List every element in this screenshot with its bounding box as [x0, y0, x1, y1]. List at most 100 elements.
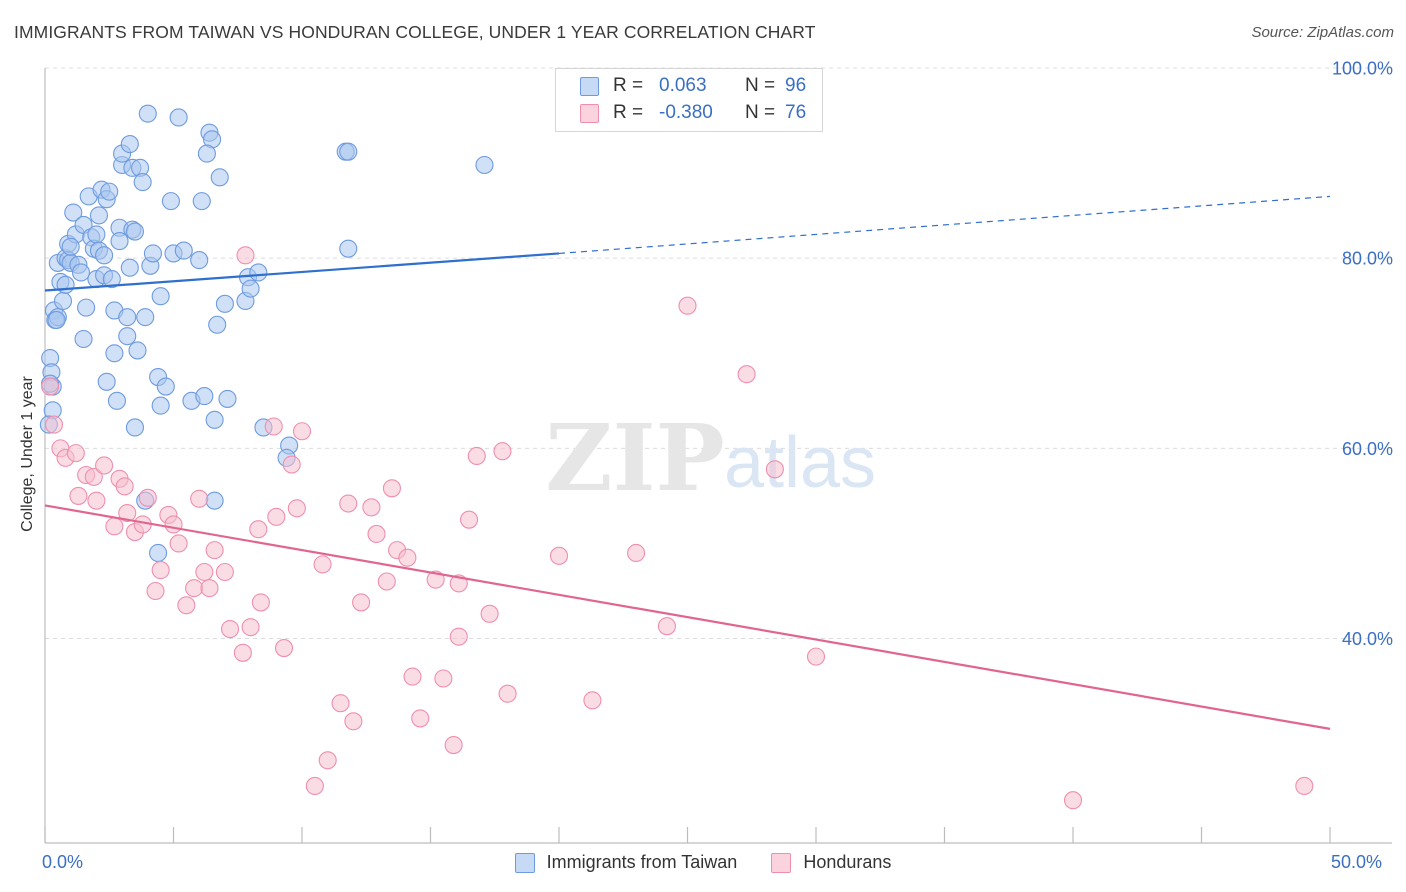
taiwan-point — [475, 155, 494, 175]
honduran-point — [292, 422, 312, 441]
honduran-point — [318, 751, 337, 770]
chart-title: IMMIGRANTS FROM TAIWAN VS HONDURAN COLLE… — [14, 22, 816, 42]
taiwan-point — [128, 341, 147, 360]
honduran-point — [115, 477, 134, 496]
honduran-point — [426, 570, 445, 589]
honduran-point — [146, 581, 165, 601]
grid-lines — [45, 67, 1392, 640]
honduran-point — [657, 617, 676, 636]
legend-label-hondurans: Hondurans — [803, 852, 892, 872]
honduran-point — [493, 442, 512, 461]
honduran-point — [195, 562, 214, 582]
watermark-atlas: atlas — [724, 423, 876, 503]
y-tick-label: 60.0% — [1342, 439, 1393, 459]
taiwan-point — [87, 225, 106, 244]
trend-lines — [44, 195, 1331, 730]
taiwan-point — [195, 387, 214, 406]
honduran-point — [449, 627, 468, 646]
taiwan-point — [210, 168, 229, 187]
r-label: R = — [613, 75, 644, 96]
honduran-point — [398, 548, 417, 567]
taiwan-point — [249, 263, 268, 282]
x-tick-min: 0.0% — [42, 852, 84, 872]
honduran-point — [251, 593, 270, 612]
taiwan-point — [339, 142, 358, 161]
honduran-point — [105, 517, 124, 536]
n-label: N = — [745, 75, 776, 96]
legend-item-taiwan: Immigrants from Taiwan — [514, 852, 738, 873]
taiwan-point — [110, 232, 129, 251]
honduran-point — [215, 562, 234, 582]
legend-swatch-pink — [771, 852, 792, 873]
honduran-point — [185, 579, 204, 598]
taiwan-point — [47, 310, 66, 330]
honduran-trend-line — [44, 504, 1331, 730]
y-tick-label: 100.0% — [1332, 59, 1393, 79]
taiwan-point — [151, 396, 170, 415]
taiwan-point — [71, 263, 91, 282]
honduran-point — [138, 488, 157, 507]
honduran-point — [678, 296, 697, 315]
honduran-point — [66, 444, 85, 463]
y-tick-label: 40.0% — [1342, 629, 1393, 649]
taiwan-point — [169, 108, 188, 127]
legend-label-taiwan: Immigrants from Taiwan — [546, 852, 738, 872]
y-axis-label: College, Under 1 year — [19, 376, 36, 532]
correlation-legend: R = 0.063 N = 96 R = -0.380 N = 76 — [555, 68, 823, 132]
taiwan-point — [174, 241, 193, 260]
series-legend: Immigrants from Taiwan Hondurans — [0, 852, 1406, 873]
honduran-point — [151, 561, 170, 580]
axes — [44, 68, 1392, 844]
n-value: 76 — [785, 102, 807, 123]
legend-row-hondurans: R = -0.380 N = 76 — [580, 101, 806, 125]
honduran-point — [177, 596, 196, 615]
legend-row-taiwan: R = 0.063 N = 96 — [580, 74, 806, 98]
honduran-point — [362, 498, 381, 517]
taiwan-point — [120, 258, 139, 277]
honduran-point — [264, 417, 283, 436]
taiwan-point — [138, 104, 157, 123]
taiwan-point — [156, 377, 175, 396]
honduran-point — [583, 691, 602, 710]
taiwan-point — [125, 418, 144, 437]
honduran-point — [164, 515, 183, 534]
taiwan-point — [133, 173, 152, 192]
honduran-point — [480, 604, 499, 623]
taiwan-point — [118, 308, 137, 327]
taiwan-point — [53, 291, 73, 311]
n-value: 96 — [785, 75, 807, 96]
taiwan-point — [205, 491, 224, 510]
legend-swatch-blue — [580, 76, 599, 96]
honduran-point — [403, 667, 422, 686]
honduran-point — [344, 712, 363, 731]
taiwan-point — [74, 329, 93, 349]
honduran-point — [444, 736, 463, 755]
taiwan-point — [120, 135, 139, 154]
taiwan-point — [77, 298, 96, 317]
n-label: N = — [745, 102, 776, 123]
honduran-point — [459, 510, 479, 529]
taiwan-point — [218, 389, 237, 408]
taiwan-point — [105, 344, 124, 363]
y-tick-label: 80.0% — [1342, 249, 1393, 269]
honduran-point — [806, 647, 826, 666]
honduran-point — [1295, 776, 1314, 795]
r-value: -0.380 — [659, 102, 713, 123]
honduran-point — [1063, 791, 1083, 810]
honduran-point — [87, 491, 106, 510]
taiwan-point — [143, 244, 162, 263]
legend-item-hondurans: Hondurans — [771, 852, 891, 873]
taiwan-point — [192, 192, 211, 211]
honduran-point — [220, 619, 240, 639]
taiwan-point — [208, 315, 227, 334]
taiwan-point — [118, 327, 137, 346]
honduran-point — [331, 694, 350, 713]
taiwan-point — [205, 410, 224, 429]
honduran-point — [233, 643, 252, 662]
taiwan-point — [339, 239, 358, 258]
honduran-point — [434, 669, 453, 688]
honduran-point — [367, 524, 386, 544]
taiwan-point — [89, 206, 109, 225]
taiwan-point — [97, 372, 116, 391]
